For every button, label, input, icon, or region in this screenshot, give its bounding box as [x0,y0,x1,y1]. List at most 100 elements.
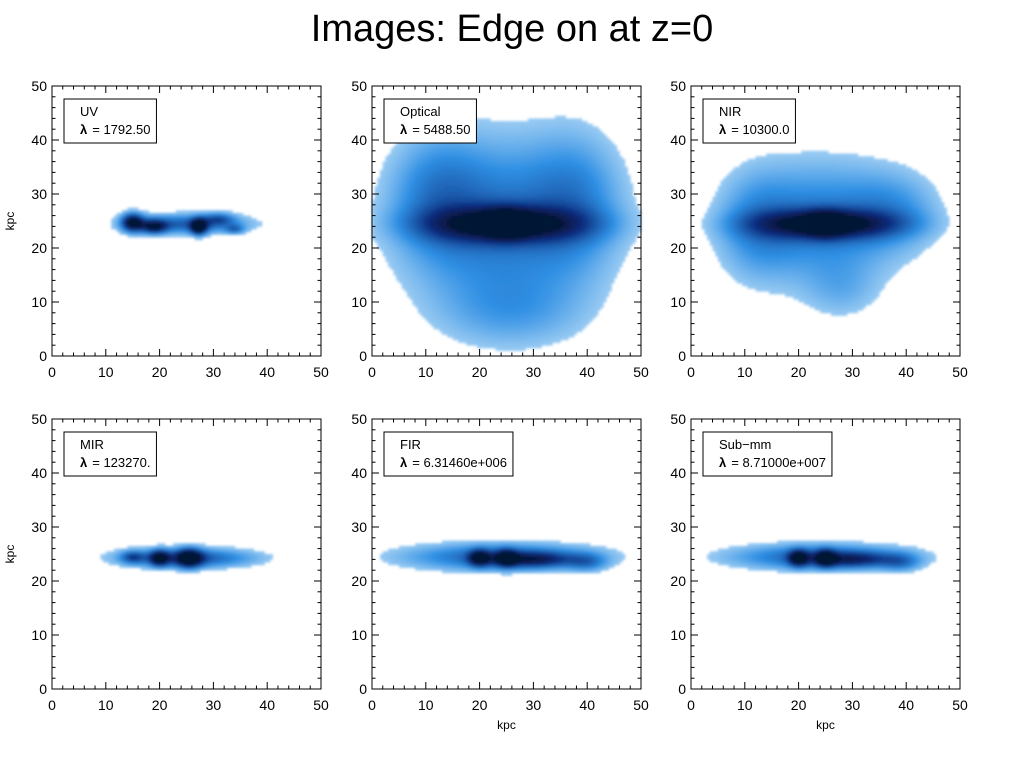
heatmap-cell [528,304,532,308]
heatmap-cell [533,150,537,154]
heatmap-cell [439,318,443,322]
heatmap-cell [374,234,378,238]
heatmap-cell [382,223,386,227]
heatmap-cell [111,218,115,222]
heatmap-cell [406,153,411,157]
heatmap-cell [474,167,478,171]
heatmap-cell [501,304,505,308]
heatmap-cell [493,134,497,138]
heatmap-cell [382,175,386,179]
heatmap-cell [522,199,526,203]
heatmap-cell [533,194,537,198]
heatmap-cell [433,299,437,303]
heatmap-cell [417,239,421,243]
heatmap-cell [471,302,475,306]
heatmap-cell [428,320,432,324]
heatmap-cell [487,199,491,203]
heatmap-cell [493,221,497,225]
heatmap-cell [428,145,432,149]
heatmap-cell [237,221,241,225]
heatmap-cell [501,210,505,214]
heatmap-cell [382,199,386,203]
heatmap-cell [479,199,483,203]
heatmap-cell [479,215,483,219]
heatmap-cell [433,280,437,284]
heatmap-cell [501,223,505,227]
heatmap-cell [522,272,526,276]
heatmap-cell [495,285,499,289]
heatmap-cell [482,145,486,149]
heatmap-cell [479,167,483,171]
heatmap-cell [522,269,526,273]
heatmap-cell [447,234,451,238]
heatmap-cell [522,337,526,341]
heatmap-cell [425,177,429,181]
heatmap-cell [498,264,502,268]
heatmap-cell [474,164,478,168]
heatmap-cell [495,264,499,268]
heatmap-cell [396,172,400,176]
heatmap-cell [509,156,513,160]
heatmap-cell [234,212,239,216]
heatmap-cell [412,248,416,252]
heatmap-cell [452,248,456,252]
heatmap-cell [490,123,494,127]
heatmap-cell [468,167,472,171]
heatmap-cell [420,296,424,300]
heatmap-cell [528,183,532,187]
heatmap-cell [514,266,518,270]
heatmap-cell [479,296,483,300]
heatmap-cell [511,250,515,254]
heatmap-cell [452,250,456,254]
heatmap-cell [412,175,416,179]
heatmap-cell [479,194,483,198]
heatmap-cell [528,153,532,157]
heatmap-cell [479,266,483,270]
heatmap-cell [420,264,424,268]
heatmap-cell [431,288,435,292]
heatmap-cell [458,237,462,241]
heatmap-cell [487,194,491,198]
heatmap-cell [519,285,524,289]
heatmap-cell [495,239,499,243]
heatmap-cell [202,221,206,225]
heatmap-cell [517,269,521,273]
heatmap-cell [476,245,480,249]
heatmap-cell [428,142,432,146]
heatmap-cell [460,337,464,341]
heatmap-cell [374,215,378,219]
heatmap-cell [148,223,152,227]
heatmap-cell [455,310,459,314]
heatmap-cell [509,234,513,238]
heatmap-cell [533,318,537,322]
heatmap-cell [476,242,480,246]
heatmap-cell [493,123,497,127]
x-tick-label: 30 [206,364,222,380]
heatmap-cell [458,153,462,157]
heatmap-cell [452,215,456,219]
heatmap-cell [436,210,440,214]
heatmap-cell [533,218,537,222]
heatmap-cell [377,207,381,211]
heatmap-cell [501,207,505,211]
heatmap-cell [242,215,247,219]
heatmap-cell [468,172,472,176]
heatmap-cell [417,272,421,276]
heatmap-cell [509,231,513,235]
heatmap-cell [423,177,427,181]
heatmap-cell [452,183,456,187]
heatmap-cell [409,194,413,198]
heatmap-cell [503,299,507,303]
heatmap-cell [487,167,491,171]
heatmap-cell [511,323,515,327]
heatmap-cell [498,234,502,238]
heatmap-cell [474,161,478,165]
heatmap-cell [450,269,454,273]
heatmap-cell [458,307,462,311]
heatmap-cell [390,212,394,216]
heatmap-cell [431,258,435,262]
heatmap-cell [428,188,432,192]
heatmap-cell [444,191,448,195]
heatmap-cell [401,223,405,227]
heatmap-cell [487,291,491,295]
